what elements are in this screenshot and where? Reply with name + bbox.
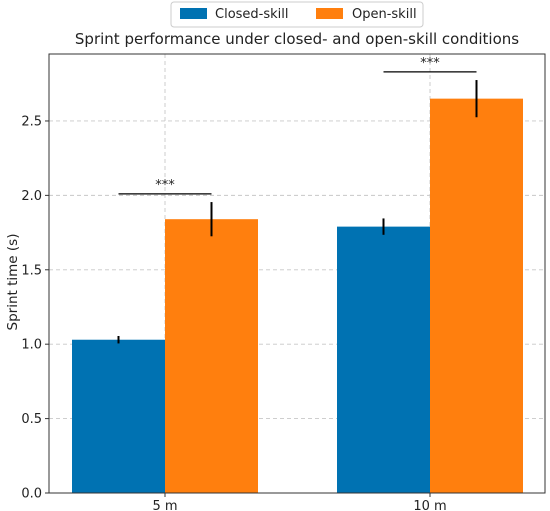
bar-open-skill-5m	[165, 219, 258, 493]
y-tick-label: 1.0	[21, 338, 42, 353]
y-tick-label: 2.0	[21, 189, 42, 204]
significance-label: ***	[155, 178, 175, 193]
y-tick-label: 0.5	[21, 412, 42, 427]
y-tick-label: 0.0	[21, 487, 42, 502]
bar-closed-skill-10m	[337, 226, 430, 494]
y-tick-label: 1.5	[21, 263, 42, 278]
legend-swatch-open-skill	[316, 8, 343, 19]
chart-title: Sprint performance under closed- and ope…	[75, 30, 519, 48]
legend-label-open-skill: Open-skill	[352, 7, 417, 22]
legend-swatch-closed-skill	[180, 8, 207, 19]
significance-annotations: *** ***	[118, 56, 477, 195]
error-bars	[117, 80, 478, 344]
x-tick-label: 10 m	[413, 499, 446, 511]
legend-label-closed-skill: Closed-skill	[215, 7, 289, 22]
bars	[72, 98, 523, 494]
plot-frame	[48, 53, 546, 494]
y-axis-label: Sprint time (s)	[5, 234, 21, 331]
axes: 0.0 0.5 1.0 1.5 2.0 2.5 5 m 10 m	[21, 53, 546, 511]
x-tick-label: 5 m	[152, 499, 177, 511]
bar-closed-skill-5m	[72, 339, 165, 493]
significance-label: ***	[420, 56, 440, 71]
bar-open-skill-10m	[430, 98, 523, 493]
legend-frame	[170, 1, 424, 28]
y-tick-label: 2.5	[21, 114, 42, 129]
legend: Closed-skill Open-skill	[170, 1, 424, 28]
